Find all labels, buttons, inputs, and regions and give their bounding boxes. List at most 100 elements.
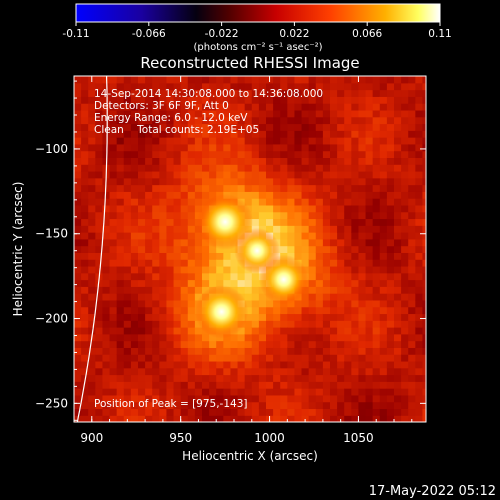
heatmap-cell bbox=[422, 82, 426, 91]
heatmap-cell bbox=[301, 333, 310, 342]
heatmap-cell bbox=[301, 360, 310, 369]
heatmap-cell bbox=[408, 184, 416, 192]
heatmap-cell bbox=[386, 299, 395, 308]
heatmap-cell bbox=[315, 198, 324, 206]
heatmap-cell bbox=[337, 238, 345, 247]
heatmap-cell bbox=[130, 272, 139, 281]
heatmap-cell bbox=[322, 293, 331, 301]
heatmap-cell bbox=[372, 82, 381, 91]
heatmap-cell bbox=[287, 327, 296, 335]
heatmap-cell bbox=[116, 150, 125, 159]
heatmap-cell bbox=[287, 123, 296, 131]
heatmap-cell bbox=[379, 259, 388, 267]
heatmap-cell bbox=[138, 367, 146, 376]
heatmap-cell bbox=[273, 381, 281, 389]
heatmap-cell bbox=[88, 96, 96, 104]
heatmap-cell bbox=[159, 415, 168, 422]
heatmap-cell bbox=[344, 177, 352, 186]
heatmap-cell bbox=[365, 327, 374, 335]
heatmap-cell bbox=[372, 116, 381, 125]
heatmap-cell bbox=[180, 354, 189, 362]
heatmap-cell bbox=[322, 130, 331, 138]
heatmap-cell bbox=[415, 150, 424, 159]
heatmap-cell bbox=[344, 374, 352, 382]
heatmap-cell bbox=[251, 191, 260, 199]
heatmap-cell bbox=[315, 415, 324, 422]
heatmap-cell bbox=[230, 184, 239, 192]
heatmap-cell bbox=[202, 157, 210, 165]
heatmap-cell bbox=[130, 299, 139, 308]
heatmap-cell bbox=[408, 137, 416, 145]
heatmap-cell bbox=[322, 170, 331, 179]
heatmap-cell bbox=[130, 109, 139, 118]
heatmap-cell bbox=[344, 137, 352, 145]
heatmap-cell bbox=[145, 116, 153, 125]
heatmap-cell bbox=[180, 218, 189, 226]
heatmap-cell bbox=[81, 252, 89, 260]
heatmap-cell bbox=[365, 198, 374, 206]
heatmap-cell bbox=[237, 367, 246, 376]
heatmap-cell bbox=[408, 123, 416, 131]
heatmap-cell bbox=[372, 109, 381, 118]
heatmap-cell bbox=[351, 198, 360, 206]
heatmap-cell bbox=[273, 137, 281, 145]
heatmap-cell bbox=[301, 204, 310, 213]
heatmap-cell bbox=[138, 265, 146, 274]
heatmap-cell bbox=[266, 130, 274, 138]
heatmap-cell bbox=[194, 123, 203, 131]
heatmap-cell bbox=[308, 191, 317, 199]
heatmap-cell bbox=[386, 293, 395, 301]
heatmap-cell bbox=[372, 184, 381, 192]
heatmap-cell bbox=[166, 320, 175, 328]
heatmap-cell bbox=[322, 340, 331, 348]
heatmap-cell bbox=[301, 109, 310, 118]
heatmap-cell bbox=[330, 279, 338, 287]
heatmap-cell bbox=[401, 177, 409, 186]
heatmap-cell bbox=[88, 374, 96, 382]
heatmap-cell bbox=[123, 130, 132, 138]
heatmap-cell bbox=[187, 360, 196, 369]
heatmap-cell bbox=[194, 76, 203, 84]
heatmap-cell bbox=[308, 374, 317, 382]
heatmap-cell bbox=[394, 381, 402, 389]
heatmap-cell bbox=[422, 238, 426, 247]
heatmap-cell bbox=[258, 415, 267, 422]
heatmap-cell bbox=[187, 306, 196, 315]
heatmap-cell bbox=[194, 259, 203, 267]
heatmap-cell bbox=[159, 286, 168, 294]
heatmap-cell bbox=[301, 137, 310, 145]
heatmap-cell bbox=[422, 408, 426, 416]
heatmap-cell bbox=[130, 401, 139, 410]
heatmap-cell bbox=[394, 157, 402, 165]
heatmap-cell bbox=[379, 265, 388, 274]
heatmap-cell bbox=[408, 164, 416, 172]
heatmap-cell bbox=[152, 191, 160, 199]
heatmap-cell bbox=[152, 96, 160, 104]
heatmap-cell bbox=[216, 109, 224, 118]
heatmap-cell bbox=[287, 394, 296, 403]
heatmap-cell bbox=[394, 415, 402, 422]
heatmap-cell bbox=[294, 340, 303, 348]
heatmap-cell bbox=[187, 401, 196, 410]
heatmap-cell bbox=[102, 137, 111, 145]
heatmap-cell bbox=[74, 286, 82, 294]
heatmap-cell bbox=[273, 130, 281, 138]
heatmap-cell bbox=[123, 401, 132, 410]
heatmap-cell bbox=[166, 265, 175, 274]
heatmap-cell bbox=[159, 245, 168, 253]
heatmap-cell bbox=[123, 103, 132, 111]
heatmap-cell bbox=[194, 327, 203, 335]
heatmap-cell bbox=[358, 177, 367, 186]
heatmap-cell bbox=[109, 374, 118, 382]
heatmap-cell bbox=[74, 279, 82, 287]
heatmap-cell bbox=[280, 394, 288, 403]
heatmap-cell bbox=[358, 232, 367, 240]
colorbar-tick-label: 0.066 bbox=[352, 28, 382, 40]
heatmap-cell bbox=[88, 177, 96, 186]
heatmap-cell bbox=[81, 232, 89, 240]
heatmap-cell bbox=[415, 272, 424, 281]
heatmap-cell bbox=[138, 252, 146, 260]
heatmap-cell bbox=[109, 306, 118, 315]
heatmap-cell bbox=[180, 259, 189, 267]
heatmap-cell bbox=[386, 82, 395, 91]
